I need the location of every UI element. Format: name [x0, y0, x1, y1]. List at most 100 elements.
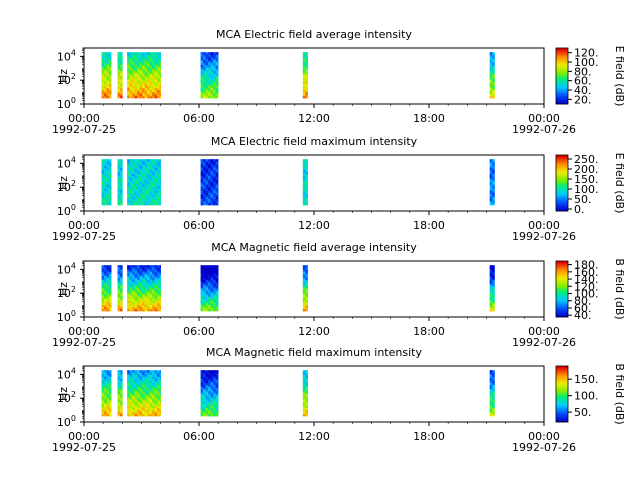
- heatmap-cell: [109, 302, 112, 306]
- heatmap-cell: [127, 378, 130, 381]
- heatmap-cell: [213, 395, 216, 398]
- heatmap-cell: [132, 180, 135, 183]
- heatmap-cell: [139, 286, 143, 289]
- heatmap-cell: [127, 175, 130, 179]
- heatmap-cell: [144, 393, 148, 396]
- heatmap-cell: [159, 277, 161, 281]
- heatmap-cell: [144, 58, 148, 61]
- heatmap-cell: [142, 296, 145, 299]
- data-block: [200, 265, 219, 312]
- colorbar-step: [556, 91, 568, 94]
- heatmap-cell: [159, 411, 161, 415]
- heatmap-cell: [205, 380, 209, 383]
- colorbar-step: [556, 206, 568, 209]
- heatmap-cell: [147, 64, 150, 68]
- heatmap-cell: [210, 370, 214, 373]
- heatmap-cell: [154, 202, 158, 206]
- heatmap-cell: [305, 85, 308, 88]
- heatmap-cell: [117, 198, 121, 202]
- heatmap-cell: [154, 273, 158, 276]
- heatmap-cell: [152, 286, 155, 289]
- heatmap-cell: [200, 196, 204, 200]
- heatmap-cell: [129, 68, 133, 72]
- heatmap-cell: [213, 405, 216, 409]
- colorbar-tick-label: 100.: [574, 390, 599, 403]
- colorbar-step: [556, 366, 568, 368]
- heatmap-cell: [302, 85, 306, 88]
- heatmap-cell: [492, 283, 495, 287]
- heatmap-cell: [159, 171, 161, 175]
- colorbar: 50.100.150.: [555, 365, 599, 423]
- colorbar-step: [556, 297, 568, 300]
- heatmap-cell: [139, 56, 143, 59]
- heatmap-cell: [210, 182, 214, 185]
- heatmap-cell: [210, 83, 214, 86]
- heatmap-cell: [208, 401, 211, 404]
- heatmap-cell: [147, 87, 150, 91]
- heatmap-cell: [208, 413, 211, 417]
- heatmap-cell: [305, 308, 308, 312]
- heatmap-cell: [203, 95, 206, 99]
- heatmap-cell: [152, 391, 155, 394]
- heatmap-cell: [144, 75, 148, 78]
- heatmap-cell: [305, 75, 308, 78]
- heatmap-cell: [210, 196, 214, 200]
- heatmap-cell: [152, 167, 155, 170]
- heatmap-cell: [109, 397, 112, 400]
- heatmap-cell: [142, 300, 145, 304]
- heatmap-cell: [109, 52, 112, 55]
- colorbar-step: [556, 185, 568, 188]
- heatmap-cell: [101, 279, 105, 283]
- heatmap-cell: [127, 275, 130, 278]
- heatmap-cell: [492, 391, 495, 394]
- heatmap-cell: [305, 405, 308, 409]
- heatmap-cell: [137, 290, 140, 293]
- heatmap-cell: [120, 304, 123, 308]
- heatmap-cell: [106, 378, 110, 381]
- heatmap-cell: [205, 413, 209, 417]
- heatmap-cell: [159, 306, 161, 310]
- heatmap-cell: [134, 380, 138, 383]
- heatmap-cell: [106, 56, 110, 59]
- heatmap-cell: [109, 87, 112, 91]
- heatmap-cell: [147, 182, 150, 185]
- heatmap-cell: [302, 89, 306, 93]
- heatmap-cell: [302, 182, 306, 185]
- heatmap-cell: [203, 56, 206, 59]
- data-block: [117, 265, 123, 312]
- heatmap-cell: [210, 405, 214, 409]
- heatmap-cell: [200, 275, 204, 278]
- heatmap-cell: [139, 188, 143, 191]
- heatmap-cell: [489, 393, 493, 396]
- heatmap-cell: [305, 374, 308, 377]
- heatmap-cell: [200, 283, 204, 287]
- heatmap-cell: [104, 277, 107, 281]
- heatmap-cell: [200, 386, 204, 390]
- heatmap-cell: [305, 397, 308, 400]
- heatmap-cell: [147, 192, 150, 195]
- heatmap-cell: [302, 281, 306, 285]
- heatmap-cell: [104, 56, 107, 59]
- heatmap-cell: [159, 56, 161, 59]
- heatmap-cell: [200, 58, 204, 61]
- heatmap-cell: [101, 167, 105, 170]
- heatmap-cell: [147, 186, 150, 189]
- colorbar-step: [556, 192, 568, 195]
- heatmap-cell: [215, 62, 219, 65]
- heatmap-cell: [109, 159, 112, 162]
- heatmap-cell: [208, 308, 211, 312]
- heatmap-cell: [305, 384, 308, 388]
- heatmap-cell: [208, 167, 211, 170]
- heatmap-cell: [208, 70, 211, 74]
- heatmap-cell: [159, 294, 161, 297]
- heatmap-cell: [305, 281, 308, 285]
- heatmap-cell: [489, 161, 493, 164]
- heatmap-cell: [200, 407, 204, 411]
- data-block: [302, 370, 308, 417]
- heatmap-cell: [144, 196, 148, 200]
- heatmap-cell: [302, 165, 306, 168]
- heatmap-cell: [120, 296, 123, 299]
- heatmap-cell: [302, 292, 306, 295]
- heatmap-cell: [109, 68, 112, 72]
- heatmap-cell: [106, 277, 110, 281]
